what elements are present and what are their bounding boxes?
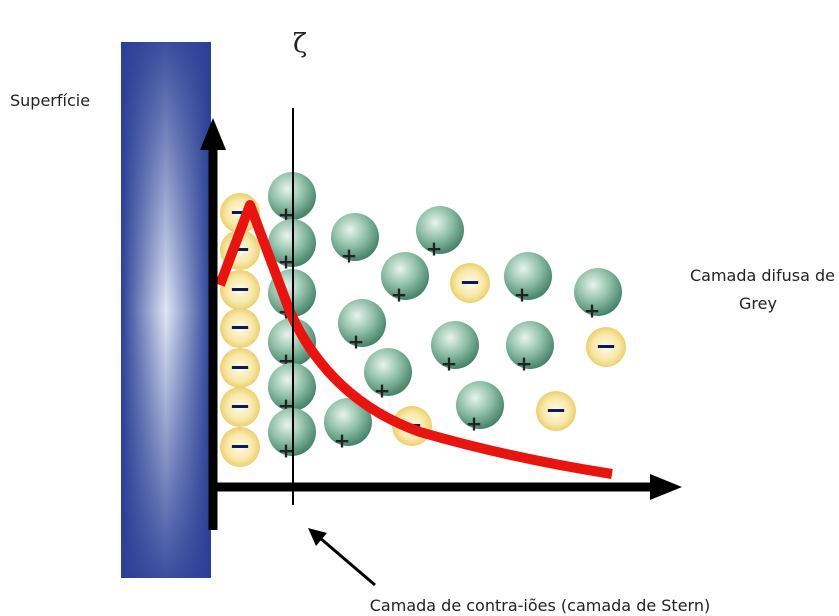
diffuse-label: Camada difusa de <box>690 266 835 285</box>
negative-sign: − <box>229 275 251 305</box>
x-arrow <box>650 474 682 500</box>
diffuse-label: Grey <box>739 294 777 313</box>
positive-sign: + <box>348 330 365 354</box>
positive-sign: + <box>441 352 458 376</box>
stern-arrow <box>320 538 375 585</box>
negative-sign: − <box>459 268 481 298</box>
negative-sign: − <box>229 392 251 422</box>
positive-sign: + <box>341 244 358 268</box>
diagram: −−−−−−−−−−−+++++++++++++++++ ζ Superfíci… <box>0 0 839 616</box>
positive-sign: + <box>466 412 483 436</box>
positive-sign: + <box>334 429 351 453</box>
positive-sign: + <box>426 237 443 261</box>
negative-sign: − <box>229 353 251 383</box>
positive-sign: + <box>374 379 391 403</box>
negative-sign: − <box>229 432 251 462</box>
positive-sign: + <box>584 299 601 323</box>
positive-sign: + <box>514 283 531 307</box>
ions: −−−−−−−−−−−+++++++++++++++++ <box>220 172 626 467</box>
surface-label: Superfície <box>10 91 90 110</box>
positive-sign: + <box>391 283 408 307</box>
stern-label: Camada de contra-iões (camada de Stern) <box>370 596 710 615</box>
negative-sign: − <box>229 313 251 343</box>
negative-sign: − <box>595 332 617 362</box>
positive-sign: + <box>278 439 295 463</box>
page: −−−−−−−−−−−+++++++++++++++++ ζ Superfíci… <box>0 0 839 616</box>
positive-sign: + <box>516 352 533 376</box>
surface-shade <box>121 42 211 578</box>
negative-sign: − <box>545 396 567 426</box>
zeta-label: ζ <box>293 29 307 59</box>
